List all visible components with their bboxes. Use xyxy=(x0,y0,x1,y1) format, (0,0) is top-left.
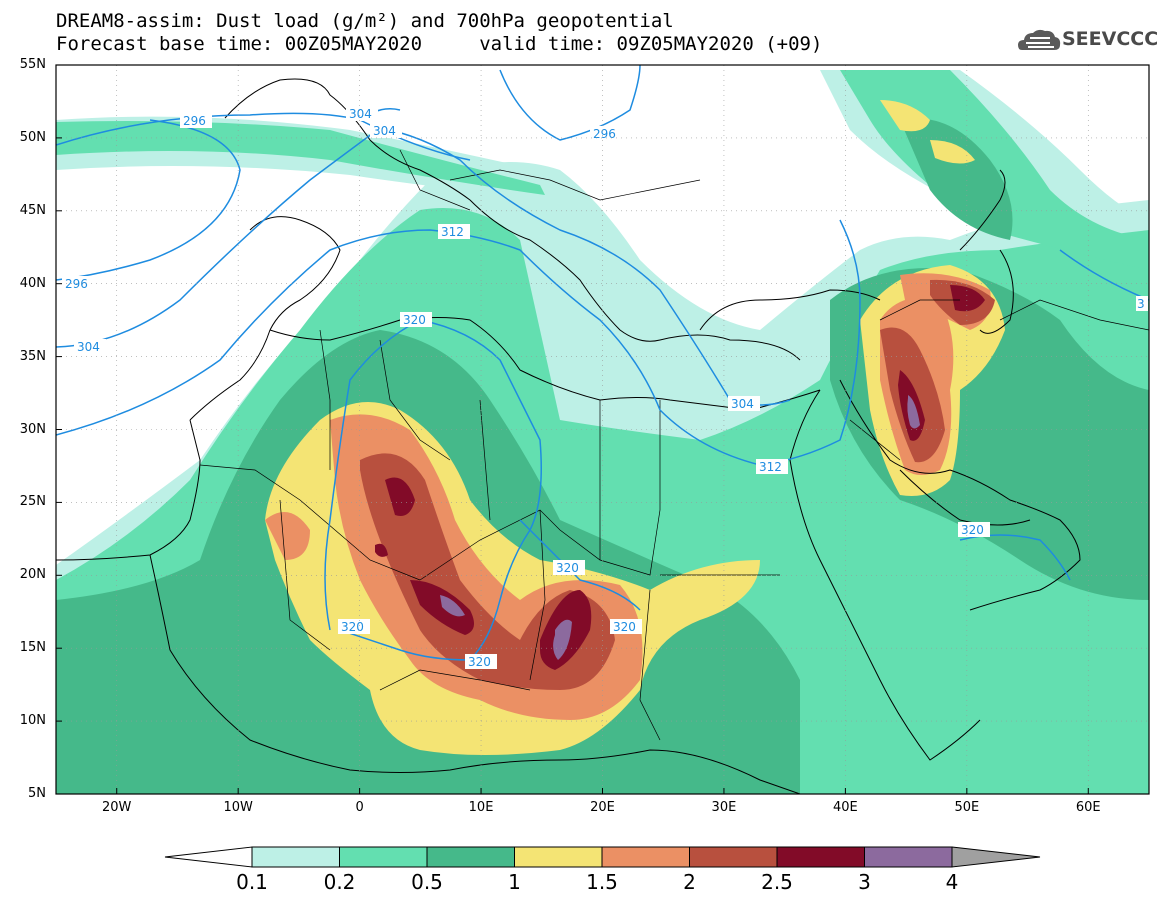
x-tick-label: 10E xyxy=(468,800,494,815)
colorbar-label: 0.2 xyxy=(323,870,356,894)
x-tick-label: 10W xyxy=(223,800,253,815)
colorbar-swatch xyxy=(689,846,778,868)
axis-ticks xyxy=(56,64,1089,795)
x-tick-label: 20E xyxy=(590,800,615,815)
contour-label: 304 xyxy=(77,340,100,354)
x-tick-label: 0 xyxy=(355,800,364,815)
contour-label: 3 xyxy=(1137,297,1145,311)
y-tick-label: 45N xyxy=(19,202,46,218)
map-title: DREAM8-assim: Dust load (g/m²) and 700hP… xyxy=(56,10,674,32)
cloud-icon xyxy=(1018,29,1061,50)
y-tick-label: 30N xyxy=(19,421,46,437)
colorbar-swatch xyxy=(339,846,428,868)
contour-label: 312 xyxy=(759,460,782,474)
contour-label: 312 xyxy=(441,225,464,239)
colorbar-high-arrow xyxy=(951,846,1041,868)
contour-labels: 296 304 304 296 312 296 304 320 304 312 … xyxy=(62,106,1148,669)
contour-label: 304 xyxy=(349,107,372,121)
colorbar-label: 0.1 xyxy=(236,870,268,894)
colorbar-swatch xyxy=(864,846,953,868)
colorbar-low-arrow xyxy=(164,846,253,868)
contour-label: 320 xyxy=(468,655,491,669)
y-tick-label: 10N xyxy=(19,713,46,729)
contour-label: 320 xyxy=(961,523,984,537)
coastlines xyxy=(56,78,1081,794)
contour-label: 296 xyxy=(183,114,206,128)
colorbar xyxy=(164,846,1041,868)
colorbar-label: 2 xyxy=(683,870,696,894)
colorbar-swatch xyxy=(514,846,603,868)
y-tick-label: 50N xyxy=(19,129,46,145)
contour-label: 304 xyxy=(373,124,396,138)
y-tick-label: 15N xyxy=(19,640,46,656)
x-tick-label: 60E xyxy=(1075,800,1101,815)
x-tick-label: 20W xyxy=(102,800,132,815)
colorbar-swatch xyxy=(251,846,340,868)
x-tick-label: 30E xyxy=(711,800,737,815)
colorbar-label: 4 xyxy=(945,870,959,894)
contour-label: 320 xyxy=(341,620,364,634)
y-tick-label: 40N xyxy=(19,275,46,291)
colorbar-swatch xyxy=(426,846,515,868)
colorbar-swatch xyxy=(776,846,865,868)
colorbar-label: 0.5 xyxy=(411,870,443,894)
y-tick-label: 35N xyxy=(19,348,46,364)
logo-text: SEEVCCC xyxy=(1062,28,1159,50)
dust-region-2.5 xyxy=(385,477,415,516)
x-tick-label: 50E xyxy=(954,800,980,815)
colorbar-label: 1 xyxy=(508,870,521,894)
dust-field: 296 304 304 296 312 296 304 320 304 312 … xyxy=(56,65,1149,794)
contour-label: 320 xyxy=(403,313,426,327)
colorbar-label: 3 xyxy=(858,870,871,894)
contour-label: 296 xyxy=(593,127,616,141)
country-borders xyxy=(199,149,1149,741)
dust-region-3 xyxy=(440,595,465,617)
y-tick-label: 20N xyxy=(19,567,46,583)
contour-label: 304 xyxy=(731,397,754,411)
lat-lon-grid xyxy=(56,65,1149,794)
y-tick-label: 25N xyxy=(19,494,46,510)
colorbar-label: 1.5 xyxy=(586,870,618,894)
contour-label: 320 xyxy=(613,620,636,634)
colorbar-label: 2.5 xyxy=(761,870,793,894)
y-tick-label: 5N xyxy=(28,786,46,801)
colorbar-swatch xyxy=(601,846,690,868)
contour-label: 320 xyxy=(556,561,579,575)
x-tick-label: 40E xyxy=(832,800,858,815)
map-subtitle: Forecast base time: 00Z05MAY2020 valid t… xyxy=(56,33,823,55)
y-tick-label: 55N xyxy=(19,57,46,72)
